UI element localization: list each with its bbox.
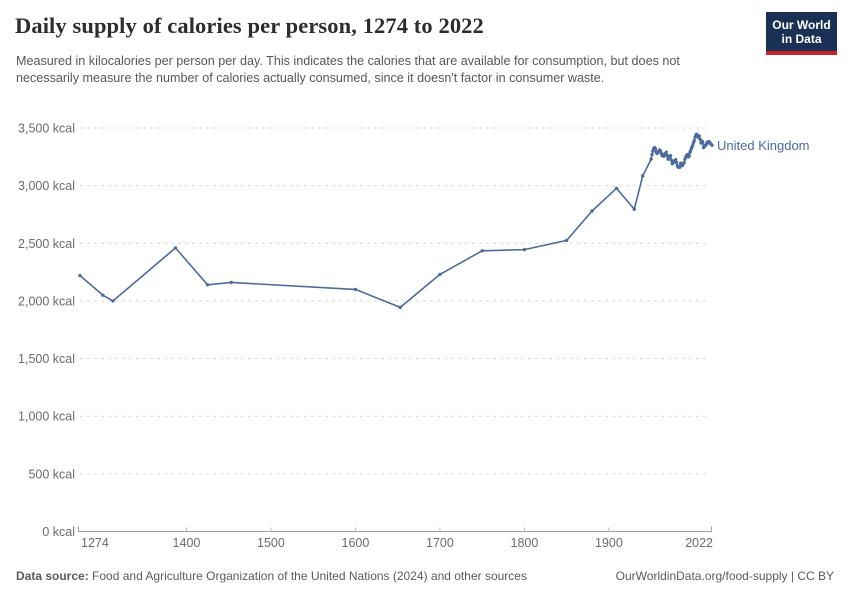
data-point[interactable] <box>564 238 569 243</box>
data-point[interactable] <box>697 134 702 138</box>
y-tick-label: 2,500 kcal <box>18 237 75 251</box>
x-tick-label: 1274 <box>81 536 109 550</box>
y-tick-label: 1,500 kcal <box>18 352 75 366</box>
y-tick-label: 2,000 kcal <box>18 294 75 308</box>
data-point[interactable] <box>692 138 696 143</box>
x-tick-label: 1600 <box>342 536 370 550</box>
owid-logo[interactable]: Our World in Data <box>766 12 837 56</box>
x-tick-label: 1500 <box>257 536 285 550</box>
page-title: Daily supply of calories per person, 127… <box>15 13 484 38</box>
series-label[interactable]: United Kingdom <box>717 138 810 153</box>
data-source-label: Data source: <box>16 569 89 583</box>
data-point[interactable] <box>205 283 210 287</box>
data-point[interactable] <box>668 153 673 158</box>
data-point[interactable] <box>101 293 105 297</box>
chart-footer: Data source: Food and Agriculture Organi… <box>16 569 834 583</box>
data-point[interactable] <box>649 157 653 161</box>
data-point[interactable] <box>78 273 82 278</box>
x-tick-label: 1900 <box>595 536 623 550</box>
data-point[interactable] <box>398 305 402 310</box>
y-tick-label: 1,000 kcal <box>18 410 75 424</box>
y-tick-label: 0 kcal <box>42 525 75 539</box>
data-source-text: Food and Agriculture Organization of the… <box>88 569 527 583</box>
y-tick-label: 3,500 kcal <box>18 122 75 136</box>
data-point[interactable] <box>674 160 679 165</box>
data-point[interactable] <box>650 152 654 157</box>
data-point[interactable] <box>229 280 233 285</box>
data-point[interactable] <box>111 299 115 303</box>
data-point[interactable] <box>710 143 714 147</box>
owid-logo-line1: Our World <box>772 18 831 32</box>
y-tick-label: 500 kcal <box>28 467 75 481</box>
data-point[interactable] <box>673 158 678 162</box>
data-point[interactable] <box>438 272 442 277</box>
footer-license-link[interactable]: OurWorldinData.org/food-supply | CC BY <box>615 569 834 583</box>
x-tick-label: 1700 <box>426 536 454 550</box>
data-point[interactable] <box>353 287 358 292</box>
data-point[interactable] <box>687 154 691 158</box>
data-point[interactable] <box>522 247 527 252</box>
data-point[interactable] <box>664 150 669 154</box>
data-point[interactable] <box>653 147 658 151</box>
x-tick-label: 1400 <box>173 536 201 550</box>
data-point[interactable] <box>173 246 178 250</box>
data-point[interactable] <box>682 160 686 165</box>
data-point[interactable] <box>641 174 645 178</box>
data-point[interactable] <box>590 209 594 213</box>
x-tick-label: 2022 <box>685 536 713 550</box>
owid-logo-line2: in Data <box>781 32 822 47</box>
data-point[interactable] <box>480 249 484 253</box>
data-source-note: Data source: Food and Agriculture Organi… <box>16 569 527 583</box>
x-tick-label: 1800 <box>511 536 539 550</box>
data-point[interactable] <box>632 207 636 211</box>
y-tick-label: 3,000 kcal <box>18 179 75 193</box>
series-line[interactable] <box>79 133 713 309</box>
data-point[interactable] <box>701 140 705 144</box>
data-point[interactable] <box>690 144 695 148</box>
chart-subtitle: Measured in kilocalories per person per … <box>16 54 680 86</box>
data-point[interactable] <box>614 186 619 190</box>
